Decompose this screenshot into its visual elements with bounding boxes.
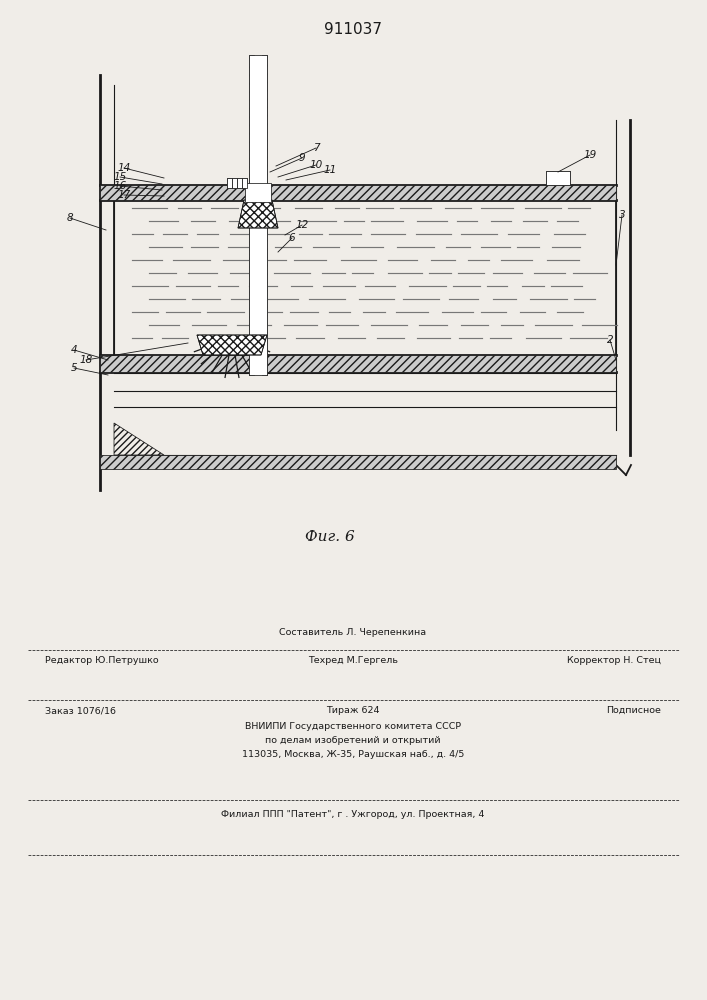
Text: 16: 16	[113, 181, 127, 191]
Text: Заказ 1076/16: Заказ 1076/16	[45, 706, 116, 715]
Text: 8: 8	[66, 213, 74, 223]
Text: 5: 5	[71, 363, 77, 373]
Text: Корректор Н. Стец: Корректор Н. Стец	[567, 656, 661, 665]
Bar	[262, 55, 267, 375]
Bar	[100, 185, 616, 200]
Bar	[245, 183, 271, 202]
Text: 17: 17	[117, 190, 131, 200]
Bar	[232, 178, 237, 188]
Bar	[100, 455, 616, 469]
Text: 4: 4	[71, 345, 77, 355]
Text: Техред М.Гергель: Техред М.Гергель	[308, 656, 398, 665]
Bar	[227, 178, 232, 188]
Bar	[237, 178, 242, 188]
Bar	[227, 178, 232, 188]
Bar	[249, 55, 267, 375]
Bar	[237, 178, 242, 188]
Text: 19: 19	[583, 150, 597, 160]
Text: Тираж 624: Тираж 624	[326, 706, 380, 715]
Bar	[546, 171, 570, 185]
Text: 7: 7	[312, 143, 320, 153]
Text: 3: 3	[619, 210, 625, 220]
Polygon shape	[197, 335, 267, 355]
Text: 11: 11	[323, 165, 337, 175]
Text: Редактор Ю.Петрушко: Редактор Ю.Петрушко	[45, 656, 158, 665]
Bar	[232, 178, 237, 188]
Text: 14: 14	[117, 163, 131, 173]
Text: 911037: 911037	[324, 22, 382, 37]
Text: ВНИИПИ Государственного комитета СССР: ВНИИПИ Государственного комитета СССР	[245, 722, 461, 731]
Text: Подписное: Подписное	[606, 706, 661, 715]
Bar	[242, 178, 247, 188]
Bar	[100, 355, 616, 372]
Text: 12: 12	[296, 220, 309, 230]
Text: 6: 6	[288, 233, 296, 243]
Text: 9: 9	[298, 153, 305, 163]
Bar	[242, 178, 247, 188]
Bar	[546, 171, 570, 185]
Text: Филиал ППП "Патент", г . Ужгород, ул. Проектная, 4: Филиал ППП "Патент", г . Ужгород, ул. Пр…	[221, 810, 485, 819]
Bar	[249, 55, 254, 375]
Text: Составитель Л. Черепенкина: Составитель Л. Черепенкина	[279, 628, 426, 637]
Text: по делам изобретений и открытий: по делам изобретений и открытий	[265, 736, 440, 745]
Text: Фиг. 6: Фиг. 6	[305, 530, 355, 544]
Text: 113035, Москва, Ж-35, Раушская наб., д. 4/5: 113035, Москва, Ж-35, Раушская наб., д. …	[242, 750, 464, 759]
Text: 18: 18	[79, 355, 93, 365]
Text: 15: 15	[113, 172, 127, 182]
Text: 2: 2	[607, 335, 613, 345]
Text: 10: 10	[310, 160, 322, 170]
Polygon shape	[238, 200, 278, 228]
